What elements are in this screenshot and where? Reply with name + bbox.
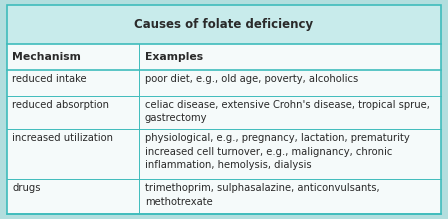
Text: increased utilization: increased utilization [12, 133, 113, 143]
Bar [7, 95, 441, 129]
Text: trimethoprim, sulphasalazine, anticonvulsants,
methotrexate: trimethoprim, sulphasalazine, anticonvul… [145, 183, 379, 207]
Text: celiac disease, extensive Crohn's disease, tropical sprue,
gastrectomy: celiac disease, extensive Crohn's diseas… [145, 99, 430, 123]
Bar [7, 179, 441, 214]
Text: reduced absorption: reduced absorption [12, 99, 109, 110]
Text: Mechanism: Mechanism [12, 52, 81, 62]
Text: physiological, e.g., pregnancy, lactation, prematurity
increased cell turnover, : physiological, e.g., pregnancy, lactatio… [145, 133, 409, 170]
Text: drugs: drugs [12, 183, 41, 193]
Bar [7, 44, 441, 70]
Bar [7, 129, 441, 179]
Text: Causes of folate deficiency: Causes of folate deficiency [134, 18, 314, 32]
Bar [7, 5, 441, 44]
Text: poor diet, e.g., old age, poverty, alcoholics: poor diet, e.g., old age, poverty, alcoh… [145, 74, 358, 84]
Bar [7, 70, 441, 95]
Text: Examples: Examples [145, 52, 203, 62]
Text: reduced intake: reduced intake [12, 74, 87, 84]
